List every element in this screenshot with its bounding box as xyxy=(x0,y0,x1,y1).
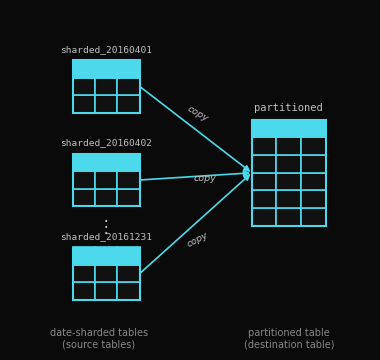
Bar xyxy=(276,138,301,155)
Bar xyxy=(117,154,140,171)
Bar xyxy=(117,60,140,78)
Bar xyxy=(117,95,140,112)
Bar xyxy=(95,282,117,300)
Bar xyxy=(95,78,117,95)
Bar xyxy=(95,95,117,112)
Text: date-sharded tables
(source tables): date-sharded tables (source tables) xyxy=(50,328,148,349)
Bar xyxy=(95,265,117,282)
Bar xyxy=(73,78,95,95)
Bar xyxy=(117,78,140,95)
Bar xyxy=(276,190,301,208)
Bar xyxy=(252,173,277,190)
Text: copy: copy xyxy=(185,230,210,249)
Bar xyxy=(252,120,326,226)
Bar xyxy=(73,95,95,112)
Bar xyxy=(252,190,277,208)
Bar xyxy=(252,120,277,138)
Bar xyxy=(73,171,95,189)
Text: partitioned: partitioned xyxy=(255,103,323,113)
Bar xyxy=(301,120,326,138)
Bar xyxy=(73,265,95,282)
Bar xyxy=(73,154,140,206)
Bar xyxy=(95,154,117,171)
Bar xyxy=(73,60,140,112)
Bar xyxy=(73,248,95,265)
Bar xyxy=(252,155,277,173)
Bar xyxy=(301,190,326,208)
Bar xyxy=(276,173,301,190)
Text: sharded_20161231: sharded_20161231 xyxy=(60,232,152,241)
Text: copy: copy xyxy=(185,104,210,123)
Bar xyxy=(73,189,95,206)
Bar xyxy=(95,248,117,265)
Bar xyxy=(301,208,326,226)
Bar xyxy=(252,138,277,155)
Bar xyxy=(301,138,326,155)
Bar xyxy=(73,60,95,78)
Bar xyxy=(73,282,95,300)
Bar xyxy=(117,248,140,265)
Bar xyxy=(95,60,117,78)
Bar xyxy=(276,120,301,138)
Bar xyxy=(276,155,301,173)
Bar xyxy=(95,189,117,206)
Bar xyxy=(301,173,326,190)
Text: partitioned table
(destination table): partitioned table (destination table) xyxy=(244,328,334,349)
Bar xyxy=(73,248,140,300)
Text: ⋮: ⋮ xyxy=(98,218,115,236)
Bar xyxy=(301,155,326,173)
Text: sharded_20160401: sharded_20160401 xyxy=(60,45,152,54)
Bar xyxy=(117,265,140,282)
Bar xyxy=(252,208,277,226)
Bar xyxy=(95,171,117,189)
Bar xyxy=(73,154,95,171)
Bar xyxy=(117,171,140,189)
Bar xyxy=(117,282,140,300)
Bar xyxy=(276,208,301,226)
Text: sharded_20160402: sharded_20160402 xyxy=(60,138,152,148)
Bar xyxy=(117,189,140,206)
Text: copy: copy xyxy=(194,174,217,183)
